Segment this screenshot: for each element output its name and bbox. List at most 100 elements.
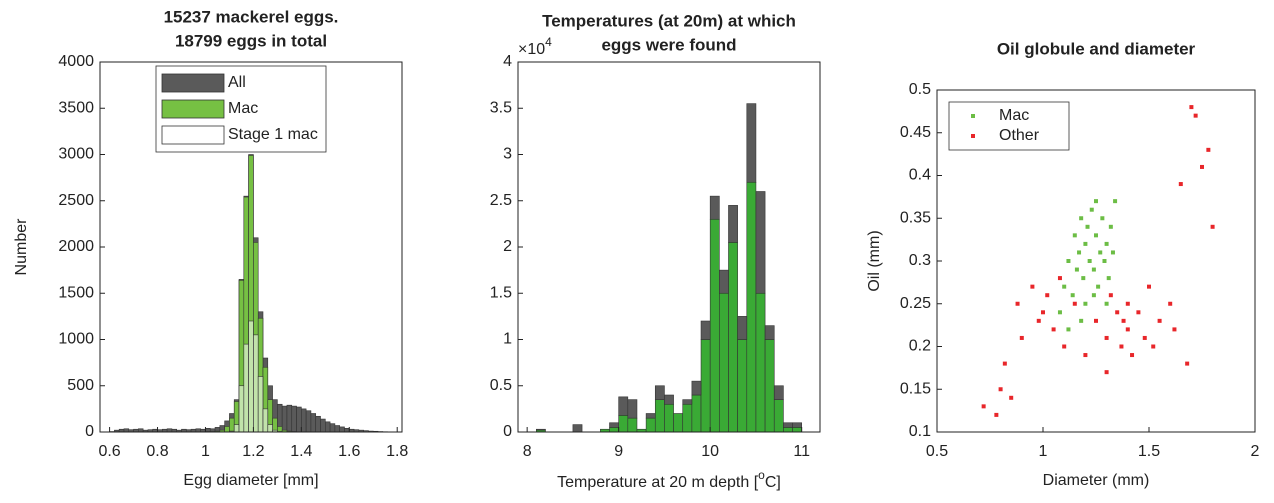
- point: [1045, 293, 1050, 298]
- bar: [315, 415, 321, 433]
- bar: [334, 425, 340, 433]
- bar: [664, 394, 674, 405]
- point: [1098, 250, 1103, 255]
- bar: [755, 191, 766, 294]
- point: [1051, 327, 1056, 332]
- x-axis-label: Egg diameter [mm]: [183, 472, 318, 489]
- point: [1081, 276, 1086, 281]
- x-tick-label: 1.2: [242, 443, 264, 460]
- point: [1062, 344, 1067, 349]
- point: [1113, 199, 1118, 204]
- point: [1115, 310, 1120, 315]
- legend-swatch: [971, 134, 975, 138]
- chart-title: 15237 mackerel eggs.: [164, 7, 339, 26]
- bar: [773, 385, 784, 400]
- point: [994, 412, 999, 417]
- y-tick-label: 0.25: [900, 295, 931, 312]
- bar: [243, 343, 249, 433]
- point: [981, 404, 986, 409]
- x-axis-label: Diameter (mm): [1043, 472, 1150, 489]
- point: [1119, 344, 1124, 349]
- point: [1030, 284, 1035, 289]
- legend-label: Other: [999, 127, 1040, 144]
- bar: [296, 406, 302, 433]
- point: [1096, 284, 1101, 289]
- bar: [728, 242, 738, 433]
- x-tick-label: 0.5: [926, 443, 948, 460]
- bar: [325, 421, 331, 433]
- point: [1168, 301, 1173, 306]
- point: [1057, 310, 1062, 315]
- chart-title: 18799 eggs in total: [175, 31, 327, 50]
- bar: [645, 417, 656, 433]
- bar: [305, 410, 312, 433]
- point: [1057, 276, 1062, 281]
- point: [1108, 224, 1113, 229]
- point: [1015, 301, 1020, 306]
- bar: [654, 385, 665, 400]
- y-tick-label: 0: [503, 423, 512, 440]
- bar: [291, 405, 297, 433]
- legend-swatch: [161, 99, 225, 119]
- point: [1104, 301, 1109, 306]
- point: [1072, 301, 1077, 306]
- bar: [229, 417, 235, 433]
- bar: [792, 427, 802, 433]
- bar: [339, 426, 345, 433]
- y-tick-label: 3500: [58, 99, 94, 116]
- x-tick-label: 1.4: [290, 443, 312, 460]
- bar: [281, 405, 288, 433]
- x-axis-label-part: C]: [765, 474, 781, 491]
- chart-title: Temperatures (at 20m) at which: [542, 11, 796, 30]
- point: [1002, 361, 1007, 366]
- point: [1079, 216, 1084, 221]
- point: [1094, 318, 1098, 323]
- bar: [257, 376, 264, 433]
- bar: [764, 339, 775, 433]
- y-tick-label: 0.4: [909, 167, 931, 184]
- y-tick-label: 1.5: [490, 284, 512, 301]
- point: [1125, 301, 1130, 306]
- legend-swatch: [971, 114, 975, 118]
- bar: [709, 195, 720, 220]
- point: [998, 387, 1003, 392]
- point: [1104, 335, 1109, 340]
- bar: [682, 399, 693, 405]
- y-tick-label: 3.5: [490, 99, 512, 116]
- x-tick-label: 0.6: [98, 443, 120, 460]
- bar: [709, 218, 720, 433]
- x-tick-label: 10: [701, 443, 719, 460]
- point: [1121, 318, 1126, 323]
- point: [1185, 361, 1190, 366]
- point: [1136, 310, 1141, 315]
- bar: [664, 403, 674, 433]
- y-tick-label: 0.5: [490, 377, 512, 394]
- point: [1062, 284, 1067, 289]
- point: [1200, 164, 1204, 169]
- y-tick-label: 0.15: [900, 380, 931, 397]
- point: [1142, 335, 1147, 340]
- bar: [618, 415, 629, 433]
- y-tick-label: 0.2: [909, 338, 931, 355]
- point: [1210, 224, 1215, 229]
- y-tick-label: 1500: [58, 284, 94, 301]
- bar: [783, 427, 793, 433]
- point: [1189, 105, 1194, 110]
- point: [1110, 250, 1115, 255]
- bar: [344, 427, 350, 433]
- legend-label: All: [228, 74, 246, 91]
- chart-title: eggs were found: [601, 35, 736, 54]
- point: [1036, 318, 1041, 323]
- bar: [310, 413, 317, 433]
- bar: [737, 339, 748, 433]
- point: [1130, 353, 1135, 358]
- bar: [238, 385, 245, 433]
- point: [1172, 327, 1177, 332]
- y-multiplier-power: 4: [545, 35, 552, 49]
- point: [1085, 224, 1090, 229]
- x-tick-label: 8: [523, 443, 532, 460]
- bar: [746, 103, 757, 183]
- bar: [224, 426, 230, 433]
